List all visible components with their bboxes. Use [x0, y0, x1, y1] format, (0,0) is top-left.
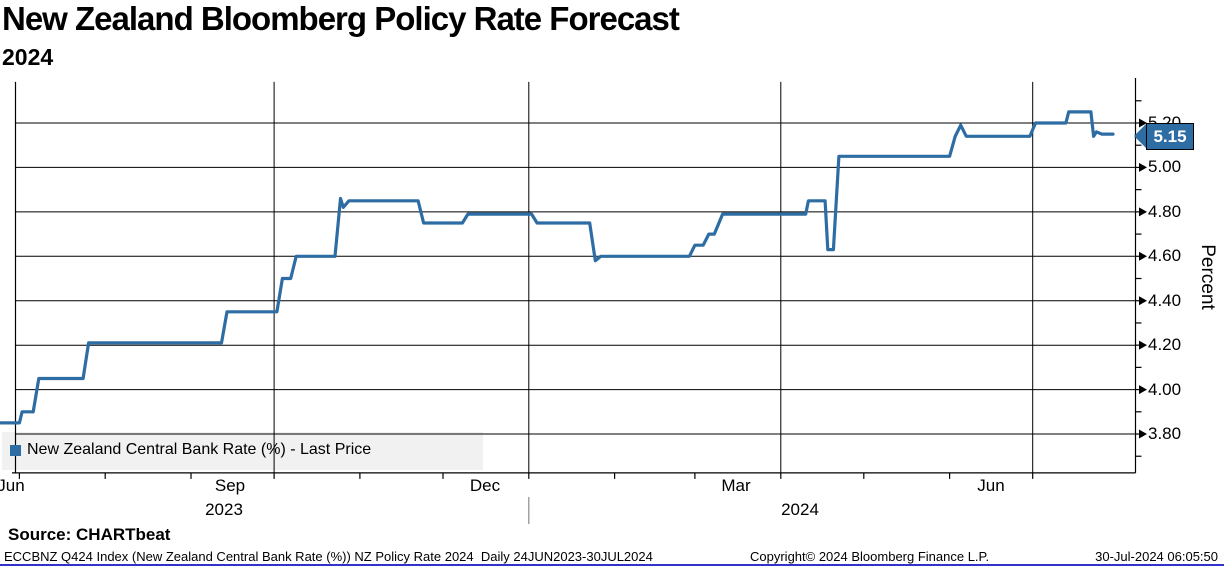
footer-index-info: ECCBNZ Q424 Index (New Zealand Central B…: [4, 549, 653, 564]
y-tick-label: 4.60: [1148, 246, 1182, 265]
page-subtitle: 2024: [2, 44, 54, 70]
y-tick-label: 4.80: [1148, 202, 1182, 221]
legend-background: [2, 432, 483, 470]
footer-timestamp: 30-Jul-2024 06:05:50: [1095, 549, 1218, 564]
x-month-label: Mar: [721, 476, 751, 495]
rate-line: [0, 110, 1115, 425]
last-price-tag: 5.15: [1146, 123, 1194, 150]
y-tick-arrow-icon: [1139, 251, 1147, 261]
x-month-label: Sep: [214, 476, 246, 495]
page-title: New Zealand Bloomberg Policy Rate Foreca…: [2, 0, 680, 37]
y-tick-arrow-icon: [1139, 429, 1147, 439]
y-tick-label: 5.00: [1148, 157, 1182, 176]
last-price-tag-arrow-icon: [1134, 123, 1147, 149]
chart-legend: New Zealand Central Bank Rate (%) - Last…: [10, 441, 371, 459]
y-tick-arrow-icon: [1139, 340, 1147, 350]
y-axis-title: Percent: [1197, 244, 1218, 310]
y-tick-arrow-icon: [1139, 207, 1147, 217]
y-tick-label: 4.40: [1148, 291, 1182, 310]
x-year-label: 2024: [781, 500, 819, 519]
y-tick-label: 4.20: [1148, 335, 1182, 354]
bottom-accent-strip: [0, 564, 1224, 566]
source-line: Source: CHARTbeat: [8, 525, 171, 544]
x-month-label: Jun: [0, 476, 25, 495]
y-tick-label: 3.80: [1148, 424, 1182, 443]
y-tick-arrow-icon: [1139, 385, 1147, 395]
x-year-label: 2023: [205, 500, 243, 519]
x-month-label: Jun: [977, 476, 1005, 495]
y-tick-arrow-icon: [1139, 162, 1147, 172]
legend-label: New Zealand Central Bank Rate (%) - Last…: [27, 441, 372, 458]
legend-swatch-icon: [10, 444, 21, 456]
x-month-label: Dec: [469, 476, 501, 495]
footer-copyright: Copyright© 2024 Bloomberg Finance L.P.: [750, 549, 990, 564]
y-tick-arrow-icon: [1139, 296, 1147, 306]
y-tick-label: 4.00: [1148, 380, 1182, 399]
